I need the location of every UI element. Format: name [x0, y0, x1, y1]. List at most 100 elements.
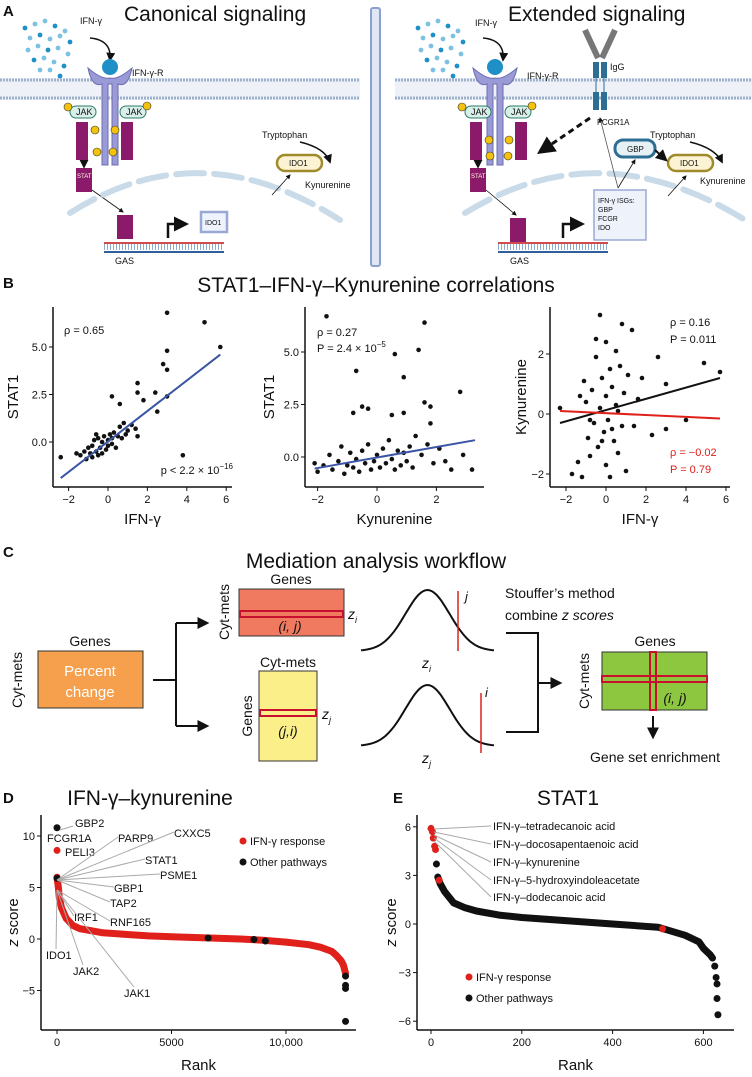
correlation-annotation: ρ = −0.02 — [670, 447, 717, 459]
svg-text:JAK: JAK — [471, 107, 488, 117]
data-point — [615, 408, 621, 414]
data-point — [389, 412, 395, 418]
data-point — [356, 469, 362, 475]
data-point — [133, 426, 138, 432]
ifn-gamma-dot — [430, 32, 436, 38]
gene-label: PSME1 — [160, 870, 197, 882]
data-point — [125, 428, 130, 433]
data-point — [123, 432, 129, 437]
percent-change-label: change — [65, 684, 114, 701]
dna-gas-icon — [104, 242, 224, 253]
y-tick-label: 10 — [23, 831, 35, 843]
conversion-arrow — [299, 141, 332, 164]
zi-label: zi — [347, 606, 358, 625]
ifn-gamma-dot — [37, 32, 43, 38]
data-point — [342, 972, 350, 980]
legend-marker — [465, 973, 473, 981]
data-point — [617, 363, 623, 369]
gene-label: GBP2 — [75, 818, 104, 830]
leader-line — [56, 879, 115, 888]
x-axis-label: IFN-γ — [622, 511, 659, 528]
data-point — [713, 995, 721, 1003]
data-point — [350, 410, 356, 416]
stat1-protein-icon — [76, 122, 527, 242]
data-point — [695, 938, 703, 946]
data-point — [312, 461, 317, 466]
pair-label: IFN-γ–5-hydroxyindoleacetate — [493, 875, 640, 887]
data-point — [557, 405, 563, 411]
data-point — [386, 437, 392, 443]
data-point — [204, 934, 212, 942]
highlight-row — [259, 709, 317, 717]
correlation-annotation: P = 0.011 — [670, 334, 716, 346]
data-point — [395, 448, 401, 454]
data-point — [589, 387, 595, 393]
panel-d-title: IFN-γ–kynurenine — [67, 787, 233, 810]
y-tick-label: 5.0 — [284, 347, 299, 359]
data-point — [448, 467, 454, 472]
data-point — [191, 934, 198, 941]
gene-label: TAP2 — [110, 898, 137, 910]
data-point — [109, 441, 115, 447]
data-point — [619, 321, 625, 327]
data-point — [105, 443, 111, 449]
ifn-gamma-dot — [450, 73, 456, 79]
ji-label: (j,i) — [278, 723, 297, 739]
data-point — [99, 451, 105, 456]
pair-label: IFN-γ–kynurenine — [493, 857, 580, 869]
ifn-gamma-dot — [424, 57, 430, 63]
data-point — [428, 404, 433, 409]
x-tick-label: 4 — [683, 494, 689, 506]
panel-e-title: STAT1 — [537, 787, 599, 810]
leader-line — [56, 889, 111, 922]
data-point — [587, 417, 593, 423]
binding-arrow-right — [482, 37, 509, 62]
ifn-gamma-dot — [434, 55, 440, 61]
data-point — [619, 423, 625, 429]
data-point — [168, 933, 175, 940]
data-point — [383, 461, 389, 466]
data-point — [701, 360, 707, 366]
data-point — [422, 400, 427, 405]
correlation-annotation: P = 0.79 — [670, 464, 711, 476]
data-point — [377, 465, 383, 470]
y-tick-label: 6 — [405, 822, 411, 834]
percent-change-label: Percent — [64, 663, 117, 680]
ifngr-label-right: IFN-γ-R — [527, 71, 559, 81]
legend-label: IFN-γ response — [250, 836, 325, 848]
data-point — [315, 469, 320, 475]
gene-label: RNF165 — [110, 917, 151, 929]
x-tick-label: 200 — [513, 1037, 531, 1049]
x-tick-label: 400 — [603, 1037, 621, 1049]
data-point — [330, 467, 335, 472]
arrow — [485, 189, 517, 216]
data-point — [450, 899, 457, 907]
y-tick-label: 0 — [405, 919, 411, 931]
ifn-gamma-dot — [458, 51, 464, 57]
data-point — [609, 384, 615, 390]
data-point — [712, 973, 720, 981]
data-point — [460, 452, 466, 458]
ifn-gamma-dot — [31, 57, 37, 63]
transcription-arrow-icon — [166, 216, 189, 238]
gas-label-right: GAS — [510, 256, 529, 266]
ido1-gene-box — [199, 210, 229, 234]
nucleus-envelope-right — [462, 170, 748, 223]
data-point — [117, 401, 123, 407]
leader-line — [56, 836, 119, 881]
correlation-annotation: ρ = 0.65 — [64, 325, 104, 337]
arrow — [654, 149, 668, 162]
data-point — [583, 399, 589, 405]
y-tick-label: 5 — [29, 883, 35, 895]
x-tick-label: 0 — [105, 494, 111, 506]
y-axis-label: z score — [5, 898, 22, 947]
panel-a: A Canonical signaling Extended signaling… — [0, 3, 752, 267]
data-point — [89, 443, 95, 449]
legend-marker — [465, 994, 473, 1002]
data-point — [135, 390, 140, 395]
ifn-gamma-dot — [448, 45, 454, 51]
panel-c-title: Mediation analysis workflow — [246, 550, 507, 573]
data-point — [89, 454, 95, 460]
data-point — [389, 456, 395, 462]
